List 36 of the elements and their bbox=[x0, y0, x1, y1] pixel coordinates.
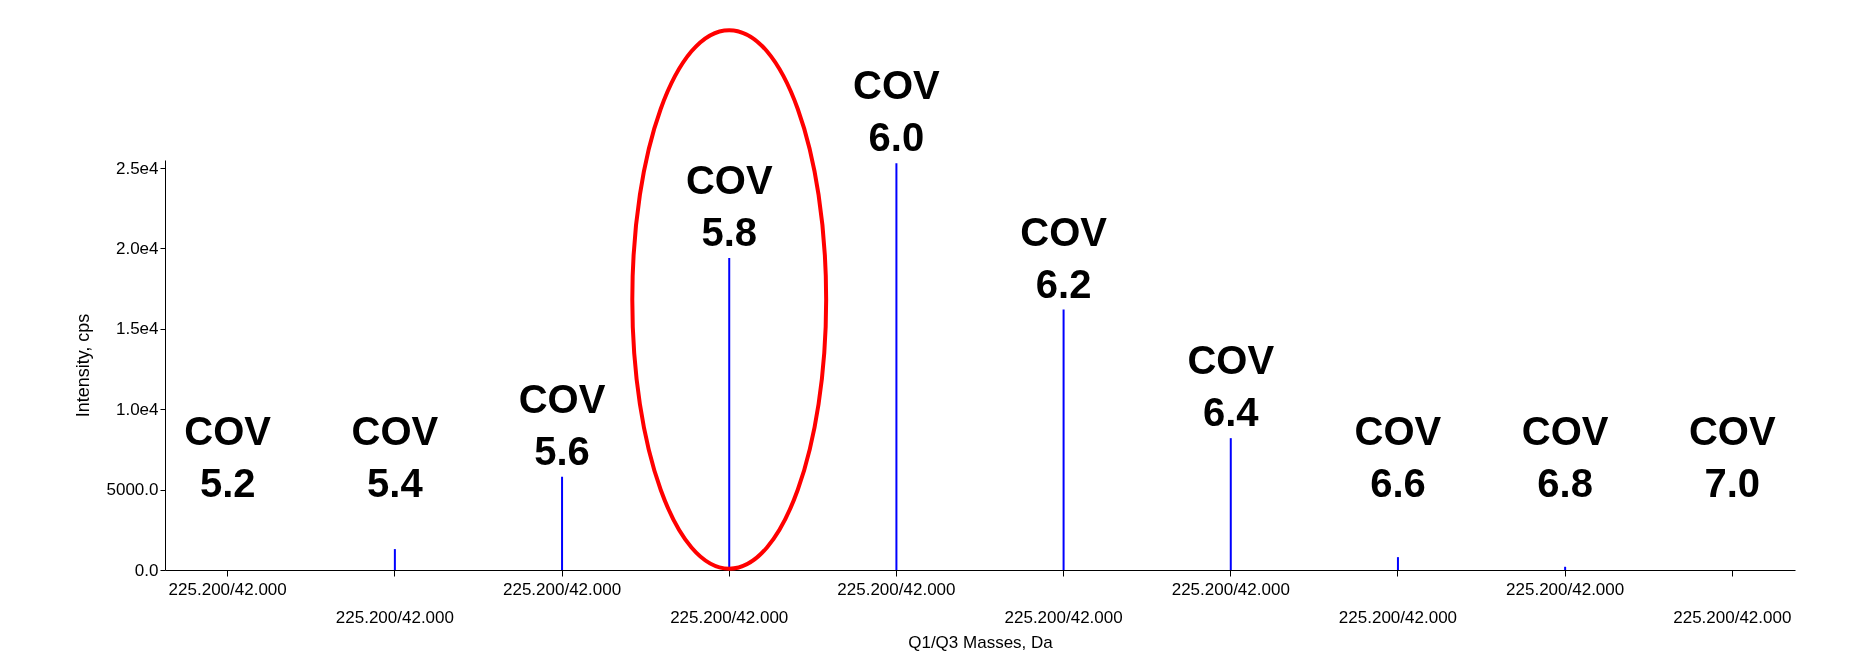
text: COV 6.0 bbox=[853, 63, 941, 160]
annotation: COV 5.4 bbox=[351, 408, 439, 505]
annotation: COV 5.6 bbox=[518, 376, 606, 473]
x-tick-label: 225.200/42.000 bbox=[1673, 608, 1792, 627]
x-tick-label: 225.200/42.000 bbox=[670, 608, 789, 627]
bar bbox=[728, 258, 731, 570]
x-tick-label: 225.200/42.000 bbox=[1171, 580, 1290, 599]
x-tick-label: 225.200/42.000 bbox=[1004, 608, 1123, 627]
x-tick-label: 225.200/42.000 bbox=[335, 608, 454, 627]
x-tick-label: 225.200/42.000 bbox=[837, 580, 956, 599]
bar bbox=[895, 163, 898, 570]
x-tick-label: 225.200/42.000 bbox=[168, 580, 287, 599]
x-tick-label: 225.200/42.000 bbox=[1506, 580, 1625, 599]
x-axis-title: Q1/Q3 Masses, Da bbox=[908, 633, 1054, 652]
y-tick-label: 2.5e4 bbox=[115, 158, 159, 178]
y-tick-label: 5000.0 bbox=[106, 480, 159, 500]
bar bbox=[1396, 557, 1399, 570]
annotation: COV 6.6 bbox=[1354, 408, 1442, 505]
bar bbox=[561, 476, 564, 570]
bar bbox=[1062, 309, 1065, 570]
annotation: COV 5.2 bbox=[184, 408, 272, 505]
bar bbox=[1229, 438, 1232, 570]
y-tick-label: 0.0 bbox=[134, 560, 159, 580]
y-tick-label: 2.0e4 bbox=[115, 238, 159, 258]
y-tick-label: 1.0e4 bbox=[115, 399, 159, 419]
annotation: COV 5.8 bbox=[685, 158, 773, 255]
annotation: COV 7.0 bbox=[1688, 408, 1776, 505]
y-tick-label: 1.5e4 bbox=[115, 319, 159, 339]
annotation: COV 6.4 bbox=[1187, 338, 1275, 435]
bar bbox=[393, 549, 396, 570]
annotation: COV 6.8 bbox=[1521, 408, 1609, 505]
bar bbox=[1564, 566, 1567, 570]
annotation: COV 6.2 bbox=[1020, 209, 1108, 306]
x-tick-label: 225.200/42.000 bbox=[502, 580, 622, 599]
x-tick-label: 225.200/42.000 bbox=[1338, 608, 1458, 627]
y-axis-title: Intensity, cps bbox=[72, 313, 93, 418]
